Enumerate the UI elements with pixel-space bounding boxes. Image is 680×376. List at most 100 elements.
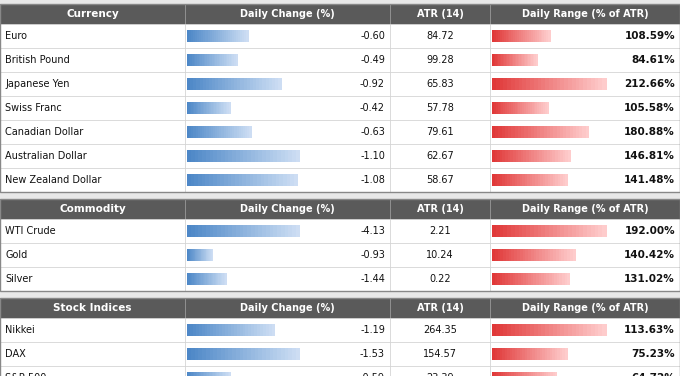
Bar: [537, 372, 540, 376]
Bar: [190, 249, 191, 261]
Bar: [0, 72, 185, 96]
Bar: [235, 174, 239, 186]
Bar: [196, 102, 198, 114]
Bar: [492, 372, 494, 376]
Bar: [525, 30, 528, 42]
Bar: [224, 78, 228, 90]
Bar: [503, 150, 506, 162]
Bar: [492, 249, 495, 261]
Bar: [533, 372, 536, 376]
Bar: [191, 273, 192, 285]
Bar: [209, 372, 211, 376]
Bar: [188, 102, 190, 114]
Bar: [390, 318, 490, 342]
Bar: [209, 30, 212, 42]
Bar: [245, 126, 248, 138]
Bar: [528, 273, 531, 285]
Text: 23.39: 23.39: [426, 373, 454, 376]
Bar: [543, 30, 545, 42]
Bar: [562, 249, 565, 261]
Bar: [507, 174, 510, 186]
Bar: [209, 273, 211, 285]
Bar: [214, 273, 216, 285]
Bar: [205, 54, 207, 66]
Bar: [193, 78, 197, 90]
Bar: [524, 54, 526, 66]
Bar: [185, 318, 390, 342]
Text: ATR (14): ATR (14): [417, 303, 464, 313]
Bar: [511, 102, 513, 114]
Bar: [547, 126, 551, 138]
Bar: [560, 174, 563, 186]
Bar: [185, 96, 390, 120]
Bar: [185, 4, 390, 24]
Bar: [579, 78, 583, 90]
Bar: [531, 150, 534, 162]
Bar: [598, 78, 602, 90]
Bar: [202, 174, 206, 186]
Bar: [583, 78, 588, 90]
Bar: [507, 348, 510, 360]
Text: Commodity: Commodity: [59, 204, 126, 214]
Bar: [190, 372, 192, 376]
Bar: [553, 249, 556, 261]
Bar: [552, 150, 556, 162]
Bar: [564, 225, 568, 237]
Bar: [221, 225, 225, 237]
Bar: [194, 102, 196, 114]
Bar: [188, 273, 190, 285]
Bar: [244, 30, 247, 42]
Bar: [524, 126, 528, 138]
Bar: [520, 348, 523, 360]
Bar: [500, 54, 502, 66]
Bar: [230, 126, 233, 138]
Bar: [185, 144, 390, 168]
Bar: [515, 102, 517, 114]
Bar: [224, 126, 226, 138]
Bar: [563, 174, 566, 186]
Bar: [202, 225, 206, 237]
Text: -1.19: -1.19: [360, 325, 385, 335]
Bar: [217, 126, 220, 138]
Bar: [201, 54, 203, 66]
Bar: [541, 102, 543, 114]
Bar: [206, 348, 210, 360]
Bar: [202, 54, 204, 66]
Bar: [490, 366, 680, 376]
Bar: [504, 54, 506, 66]
Bar: [516, 54, 518, 66]
Bar: [258, 225, 262, 237]
Bar: [509, 30, 512, 42]
Bar: [219, 372, 221, 376]
Bar: [565, 174, 568, 186]
Bar: [0, 267, 185, 291]
Bar: [212, 78, 216, 90]
Bar: [192, 54, 194, 66]
Bar: [524, 150, 526, 162]
Bar: [567, 273, 571, 285]
Bar: [254, 174, 258, 186]
Bar: [199, 225, 203, 237]
Bar: [250, 126, 252, 138]
Bar: [201, 102, 203, 114]
Bar: [269, 324, 272, 336]
Text: S&P 500: S&P 500: [5, 373, 46, 376]
Bar: [0, 4, 185, 24]
Text: 264.35: 264.35: [423, 325, 457, 335]
Text: 0.22: 0.22: [429, 274, 451, 284]
Bar: [228, 372, 230, 376]
Bar: [199, 348, 203, 360]
Bar: [504, 30, 506, 42]
Bar: [247, 348, 252, 360]
Text: 154.57: 154.57: [423, 349, 457, 359]
Bar: [216, 324, 220, 336]
Bar: [529, 30, 531, 42]
Text: -1.10: -1.10: [360, 151, 385, 161]
Bar: [218, 30, 220, 42]
Bar: [512, 348, 515, 360]
Bar: [224, 54, 226, 66]
Bar: [214, 30, 216, 42]
Bar: [187, 102, 189, 114]
Bar: [200, 372, 202, 376]
Bar: [490, 120, 680, 144]
